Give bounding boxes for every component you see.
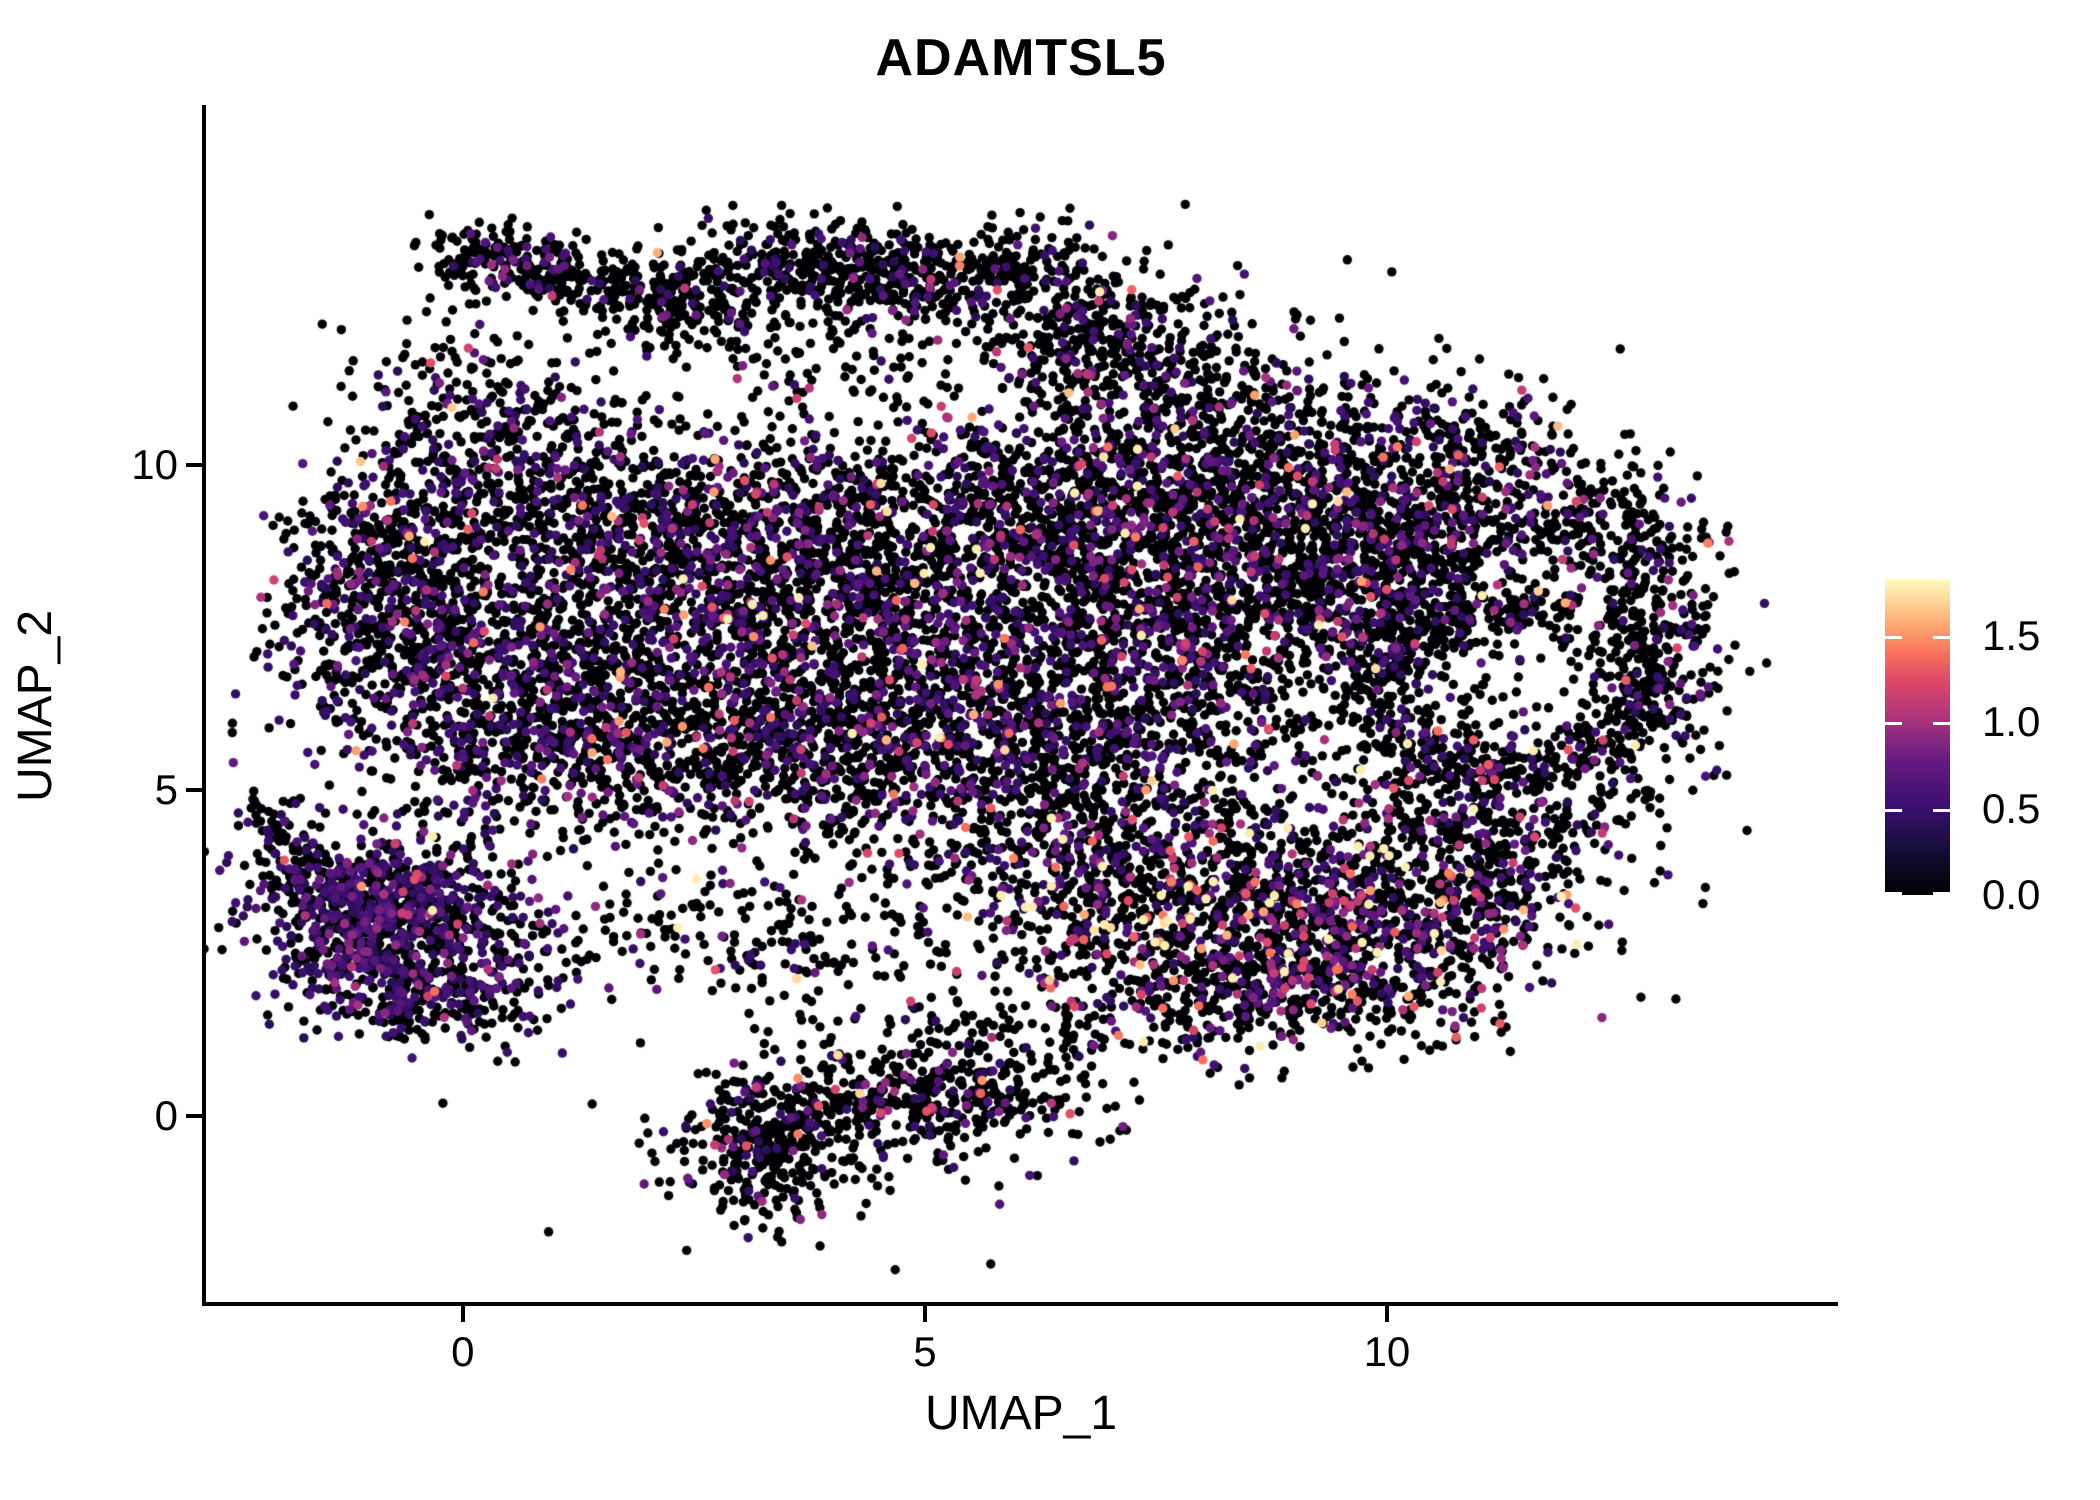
- x-tick-label: 5: [913, 1328, 937, 1375]
- legend-tick-label: 1.0: [1982, 698, 2041, 746]
- legend-tick-label: 1.5: [1982, 611, 2041, 659]
- y-tick-mark: [186, 1114, 202, 1119]
- legend-tick-dash: [1933, 892, 1950, 895]
- legend-tick-dash: [1885, 722, 1902, 726]
- x-tick-label: 10: [1363, 1328, 1411, 1375]
- legend-tick-label: 0.5: [1982, 784, 2041, 832]
- legend-tick-dash: [1933, 808, 1950, 812]
- colorbar-gradient: [1885, 579, 1950, 895]
- legend-tick-dash: [1933, 722, 1950, 726]
- y-tick-label: 0: [154, 1092, 178, 1140]
- y-tick-mark: [186, 788, 202, 793]
- x-axis-line: [202, 1302, 1838, 1306]
- x-tick-mark: [460, 1306, 465, 1322]
- legend-tick-dash: [1933, 635, 1950, 639]
- x-axis-title: UMAP_1: [924, 1387, 1118, 1440]
- y-tick-label: 10: [131, 440, 178, 488]
- legend-tick-dash: [1885, 635, 1902, 639]
- x-tick-mark: [922, 1306, 927, 1322]
- y-tick-mark: [186, 462, 202, 467]
- legend-tick-dash: [1885, 892, 1902, 895]
- legend-tick-label: 0.0: [1982, 871, 2041, 918]
- y-axis-title: UMAP_2: [9, 609, 62, 803]
- legend-tick-dash: [1885, 808, 1902, 812]
- y-axis-line: [202, 105, 206, 1306]
- x-tick-label: 0: [451, 1328, 475, 1375]
- x-tick-mark: [1384, 1306, 1389, 1322]
- y-tick-label: 5: [154, 766, 178, 814]
- plot-title: ADAMTSL5: [875, 29, 1167, 87]
